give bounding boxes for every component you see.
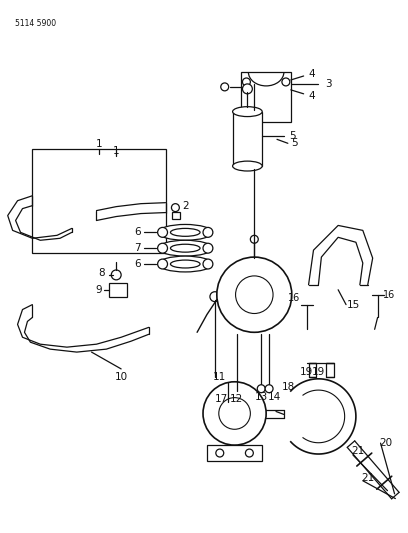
Circle shape bbox=[282, 78, 290, 86]
Text: 5114 5900: 5114 5900 bbox=[15, 19, 56, 28]
Bar bbox=[173, 212, 180, 220]
Text: 1: 1 bbox=[96, 139, 103, 149]
Bar bbox=[242, 72, 291, 122]
Circle shape bbox=[246, 449, 253, 457]
Text: 17: 17 bbox=[215, 393, 228, 403]
Text: 5: 5 bbox=[289, 131, 296, 141]
Circle shape bbox=[242, 84, 252, 94]
Text: 20: 20 bbox=[379, 438, 392, 448]
Text: 2: 2 bbox=[182, 200, 188, 211]
Ellipse shape bbox=[158, 224, 213, 240]
Ellipse shape bbox=[171, 244, 200, 252]
Text: 10: 10 bbox=[115, 372, 128, 382]
Text: 6: 6 bbox=[135, 259, 141, 269]
Circle shape bbox=[216, 449, 224, 457]
Circle shape bbox=[235, 276, 273, 313]
Circle shape bbox=[219, 398, 251, 429]
Text: 12: 12 bbox=[230, 393, 243, 403]
Text: 11: 11 bbox=[213, 372, 226, 382]
Circle shape bbox=[203, 228, 213, 237]
Circle shape bbox=[265, 385, 273, 393]
Text: 4: 4 bbox=[308, 69, 315, 79]
Circle shape bbox=[203, 243, 213, 253]
Circle shape bbox=[157, 243, 168, 253]
Bar bbox=[109, 283, 127, 297]
Bar bbox=[326, 363, 334, 377]
Text: 4: 4 bbox=[308, 91, 315, 101]
Text: 6: 6 bbox=[135, 228, 141, 237]
Text: 15: 15 bbox=[346, 300, 359, 310]
Text: 1: 1 bbox=[113, 146, 120, 156]
Text: 16: 16 bbox=[288, 293, 300, 303]
Bar bbox=[233, 111, 262, 166]
Circle shape bbox=[257, 385, 265, 393]
Ellipse shape bbox=[233, 107, 262, 117]
Circle shape bbox=[221, 83, 228, 91]
Circle shape bbox=[210, 292, 220, 302]
Text: 19: 19 bbox=[312, 367, 325, 377]
Text: 21: 21 bbox=[351, 446, 364, 456]
Ellipse shape bbox=[158, 240, 213, 256]
Circle shape bbox=[242, 78, 251, 86]
Text: 21: 21 bbox=[361, 473, 375, 483]
Ellipse shape bbox=[158, 256, 213, 272]
Text: 5: 5 bbox=[291, 138, 298, 148]
Text: 14: 14 bbox=[267, 392, 281, 402]
Text: 7: 7 bbox=[135, 243, 141, 253]
Circle shape bbox=[157, 228, 168, 237]
Circle shape bbox=[217, 257, 292, 332]
Ellipse shape bbox=[233, 161, 262, 171]
Text: 8: 8 bbox=[98, 268, 105, 278]
Text: 16: 16 bbox=[383, 290, 396, 300]
Circle shape bbox=[171, 204, 180, 212]
Bar bbox=[32, 149, 166, 253]
Text: 9: 9 bbox=[95, 285, 102, 295]
Ellipse shape bbox=[171, 229, 200, 236]
Text: 19: 19 bbox=[300, 367, 313, 377]
Circle shape bbox=[251, 236, 258, 243]
Text: 13: 13 bbox=[255, 392, 268, 402]
Circle shape bbox=[157, 259, 168, 269]
Circle shape bbox=[233, 387, 240, 394]
Circle shape bbox=[203, 259, 213, 269]
Circle shape bbox=[111, 270, 121, 280]
Circle shape bbox=[203, 382, 266, 445]
Ellipse shape bbox=[171, 260, 200, 268]
Text: 18: 18 bbox=[282, 382, 295, 392]
Text: 3: 3 bbox=[325, 79, 332, 89]
Bar bbox=[308, 363, 317, 377]
Bar bbox=[207, 445, 262, 461]
